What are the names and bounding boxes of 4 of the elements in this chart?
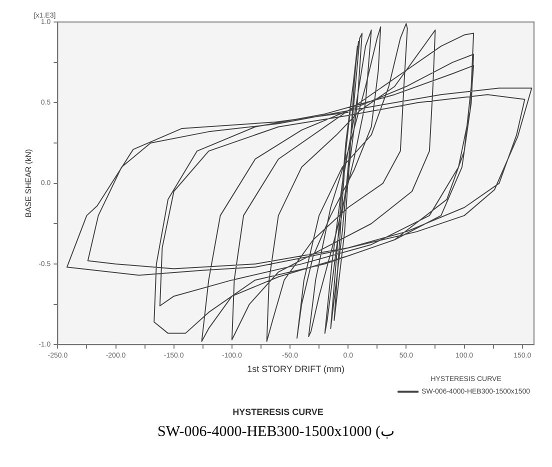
y-axis-title: BASE SHEAR (kN) (24, 148, 34, 218)
text: HYSTERESIS CURVE (232, 407, 324, 418)
text: ب) SW-006-4000-HEB300-1500x1000 (156, 423, 396, 441)
x-axis-title: 1st STORY DRIFT (mm) (247, 364, 345, 374)
